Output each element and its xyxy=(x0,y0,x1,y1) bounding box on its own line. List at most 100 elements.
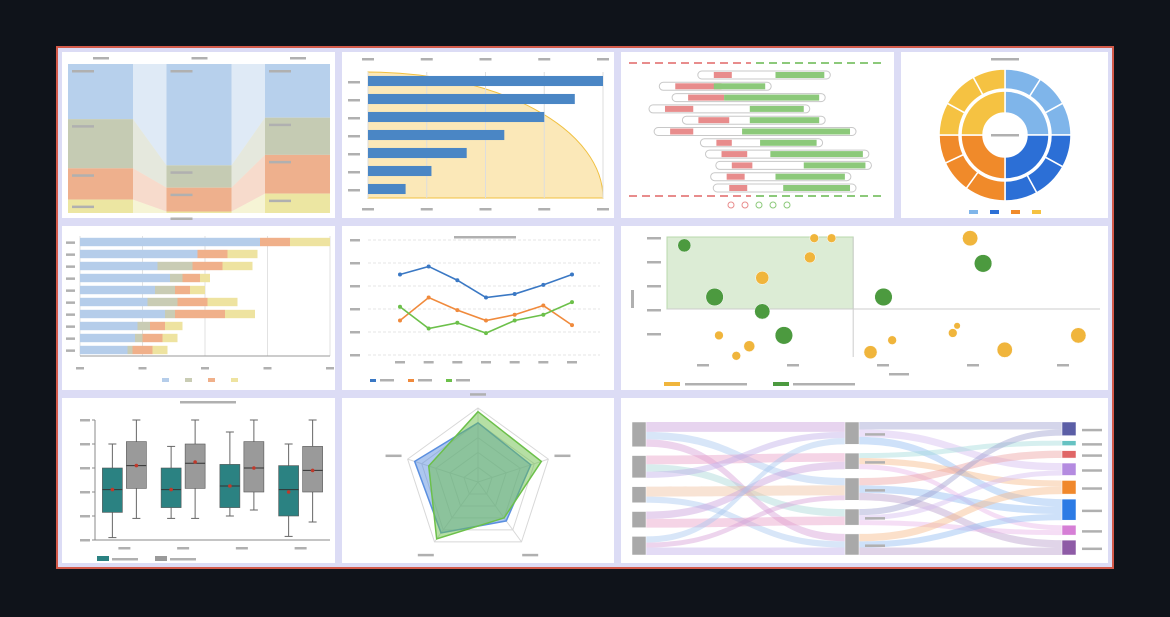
bar-segment xyxy=(165,321,183,331)
text-placeholder xyxy=(170,558,196,561)
row-pill xyxy=(681,115,826,125)
bar-segment xyxy=(155,285,175,295)
text-placeholder xyxy=(170,217,193,221)
bubble xyxy=(774,326,793,345)
row-pill xyxy=(653,127,857,136)
bar-segment xyxy=(157,261,193,271)
flow xyxy=(646,439,845,542)
bubble xyxy=(948,328,958,338)
column-segment xyxy=(68,168,133,200)
node xyxy=(1061,498,1077,521)
text-placeholder xyxy=(72,125,94,128)
text-placeholder xyxy=(865,517,885,520)
point xyxy=(426,264,431,269)
text-placeholder xyxy=(350,331,360,334)
bar-segment xyxy=(80,261,158,271)
ribbon xyxy=(231,117,265,188)
legend-swatch xyxy=(1011,210,1020,214)
text-placeholder xyxy=(170,70,193,73)
flow xyxy=(646,422,845,432)
node xyxy=(631,486,647,504)
ribbon xyxy=(133,199,167,213)
text-placeholder xyxy=(66,265,75,268)
ribbon xyxy=(231,64,265,166)
bubble xyxy=(826,233,837,243)
column-segment xyxy=(265,64,330,118)
text-placeholder xyxy=(348,189,360,192)
bar-segment xyxy=(175,309,225,319)
text-placeholder xyxy=(80,443,90,446)
point xyxy=(512,312,517,317)
range-bar xyxy=(760,139,817,146)
point xyxy=(541,312,546,317)
range-bar xyxy=(716,139,732,146)
node xyxy=(844,533,860,556)
range-bar xyxy=(724,94,820,101)
text-placeholder xyxy=(1082,454,1102,457)
bar-segment xyxy=(162,333,178,343)
legend-dot xyxy=(727,201,735,209)
ribbon xyxy=(231,154,265,212)
range-bar xyxy=(729,185,748,191)
text-placeholder xyxy=(72,174,94,177)
flow xyxy=(859,440,1062,459)
legend-dot xyxy=(741,201,749,209)
column-segment xyxy=(166,165,232,188)
text-placeholder xyxy=(80,515,90,518)
bar-segment xyxy=(225,309,255,319)
bar-segment xyxy=(260,237,290,247)
bubble xyxy=(714,330,724,341)
point xyxy=(570,300,574,305)
point xyxy=(398,304,402,309)
range-bar xyxy=(803,162,866,169)
ribbon xyxy=(231,193,265,213)
text-placeholder xyxy=(350,239,360,242)
bar-segment xyxy=(80,333,135,343)
text-placeholder xyxy=(269,70,291,73)
bar-segment xyxy=(177,297,208,307)
point xyxy=(455,308,460,313)
text-placeholder xyxy=(509,361,520,364)
range-bar xyxy=(783,185,851,191)
bar-segment xyxy=(80,237,260,247)
radar-area xyxy=(427,410,543,540)
point xyxy=(512,292,517,297)
text-placeholder xyxy=(481,361,491,364)
text-placeholder xyxy=(180,401,236,404)
bar-segment xyxy=(152,345,168,355)
text-placeholder xyxy=(597,208,609,211)
text-placeholder xyxy=(269,160,291,164)
node xyxy=(1061,421,1077,436)
bubble xyxy=(863,345,878,360)
flow xyxy=(646,516,845,528)
flow xyxy=(859,547,1062,555)
text-placeholder xyxy=(647,237,661,240)
text-placeholder xyxy=(350,308,360,311)
text-placeholder xyxy=(80,467,90,470)
flow xyxy=(646,485,845,497)
legend-swatch xyxy=(97,556,109,561)
row-pill xyxy=(648,104,811,114)
text-placeholder xyxy=(538,208,551,211)
text-placeholder xyxy=(72,205,94,209)
text-placeholder xyxy=(348,153,360,156)
point xyxy=(570,323,574,328)
point xyxy=(426,326,431,331)
box xyxy=(184,443,206,489)
text-placeholder xyxy=(66,289,75,292)
point xyxy=(512,318,517,323)
bar xyxy=(368,93,575,105)
text-placeholder xyxy=(456,379,470,382)
row-pill xyxy=(712,183,857,193)
text-placeholder xyxy=(567,361,577,364)
legend-swatch xyxy=(162,378,169,382)
column-segment xyxy=(166,187,232,212)
text-placeholder xyxy=(647,333,661,336)
text-placeholder xyxy=(1082,547,1102,551)
column-segment xyxy=(265,117,330,155)
flow xyxy=(646,495,845,548)
node xyxy=(1061,524,1077,536)
bubble xyxy=(743,340,756,352)
text-placeholder xyxy=(1082,509,1102,513)
text-placeholder xyxy=(66,325,75,328)
